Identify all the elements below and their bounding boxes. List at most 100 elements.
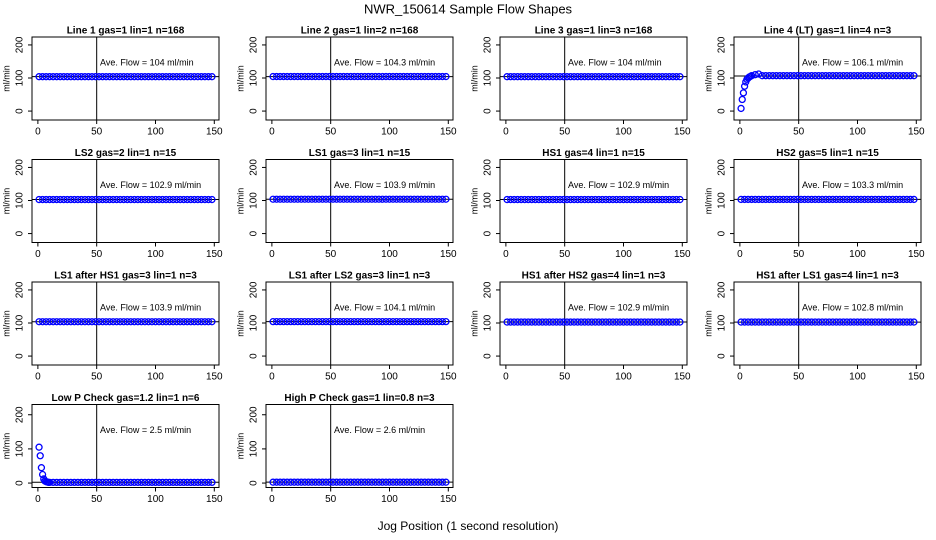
point: [77, 195, 86, 204]
point: [105, 195, 114, 204]
point: [637, 73, 645, 81]
point: [591, 73, 599, 81]
panel: High P Check gas=1 lin=0.8 n=3 0 50 100 150 0…: [235, 393, 457, 505]
point: [123, 73, 131, 81]
panel-title: LS1 after LS2 gas=3 lin=1 n=3: [289, 271, 431, 282]
point: [619, 73, 628, 81]
point: [641, 195, 649, 204]
point: [428, 478, 436, 486]
point: [194, 478, 202, 487]
point: [588, 195, 596, 204]
point: [633, 73, 642, 81]
point: [350, 478, 358, 486]
y-tick-label: 200: [249, 281, 260, 298]
y-tick-label: 0: [483, 353, 494, 359]
point: [899, 318, 908, 326]
point: [364, 195, 372, 203]
point: [392, 478, 401, 486]
y-tick-label: 0: [15, 480, 26, 486]
x-tick-label: 150: [440, 127, 457, 138]
y-tick-label: 100: [483, 69, 494, 86]
point: [88, 73, 96, 81]
point: [158, 318, 167, 326]
x-tick-label: 0: [269, 372, 275, 383]
point: [276, 195, 284, 203]
x-tick-label: 0: [737, 127, 743, 138]
point: [382, 317, 390, 326]
point: [616, 73, 624, 81]
point: [60, 478, 68, 487]
point: [84, 195, 93, 204]
point: [45, 478, 54, 487]
point: [91, 318, 100, 326]
point: [158, 195, 167, 204]
point: [301, 478, 309, 486]
point: [162, 318, 170, 326]
point: [595, 195, 603, 204]
point: [797, 195, 805, 204]
point: [648, 318, 656, 326]
point: [322, 317, 330, 326]
panel-title: HS1 gas=4 lin=1 n=15: [542, 148, 645, 159]
point: [343, 195, 351, 203]
point: [67, 73, 75, 81]
point: [825, 72, 833, 80]
point: [776, 72, 784, 80]
point: [169, 195, 177, 204]
x-tick-label: 100: [147, 372, 164, 383]
point: [279, 317, 288, 326]
point: [116, 195, 124, 204]
point: [910, 72, 918, 80]
point: [747, 318, 756, 326]
point: [510, 318, 518, 326]
panel-title: Line 3 gas=1 lin=3 n=168: [535, 26, 653, 37]
point: [297, 317, 305, 326]
point: [521, 318, 529, 326]
point: [577, 73, 585, 81]
point: [375, 195, 383, 203]
point: [399, 72, 408, 81]
point: [843, 72, 851, 80]
point: [311, 317, 320, 326]
point: [294, 72, 302, 81]
point: [70, 318, 78, 326]
point: [63, 73, 71, 81]
point: [105, 318, 114, 326]
point: [442, 72, 450, 81]
panel: Low P Check gas=1.2 lin=1 n=6 0 50 100 150 0 1…: [1, 393, 223, 505]
point: [829, 195, 837, 204]
point: [609, 318, 617, 326]
x-axis-label: Jog Position (1 second resolution): [378, 519, 559, 533]
point: [676, 73, 684, 81]
point: [552, 73, 561, 81]
plot-frame: [265, 404, 454, 488]
x-tick-label: 100: [615, 127, 632, 138]
point: [769, 72, 777, 80]
point: [364, 317, 372, 326]
panel: LS1 after LS2 gas=3 lin=1 n=3 0 50 100 150 0 1…: [235, 271, 457, 383]
point: [105, 478, 114, 487]
annotation: Ave. Flow = 2.5 ml/min: [100, 425, 191, 435]
y-tick-label: 200: [483, 36, 494, 53]
point: [190, 73, 198, 81]
point: [56, 73, 64, 81]
point: [77, 318, 86, 326]
point: [843, 195, 851, 204]
point: [850, 318, 858, 326]
point: [832, 318, 840, 326]
point: [347, 195, 355, 203]
y-tick-label: 200: [15, 159, 26, 176]
point: [127, 73, 135, 81]
point: [389, 72, 397, 81]
point: [747, 195, 756, 204]
point: [755, 318, 763, 326]
x-tick-label: 100: [849, 372, 866, 383]
point: [758, 318, 766, 326]
point: [375, 72, 383, 81]
point: [815, 318, 823, 326]
x-tick-label: 150: [674, 127, 691, 138]
point: [903, 72, 911, 80]
point: [853, 318, 862, 326]
point: [549, 73, 557, 81]
point: [399, 195, 408, 203]
